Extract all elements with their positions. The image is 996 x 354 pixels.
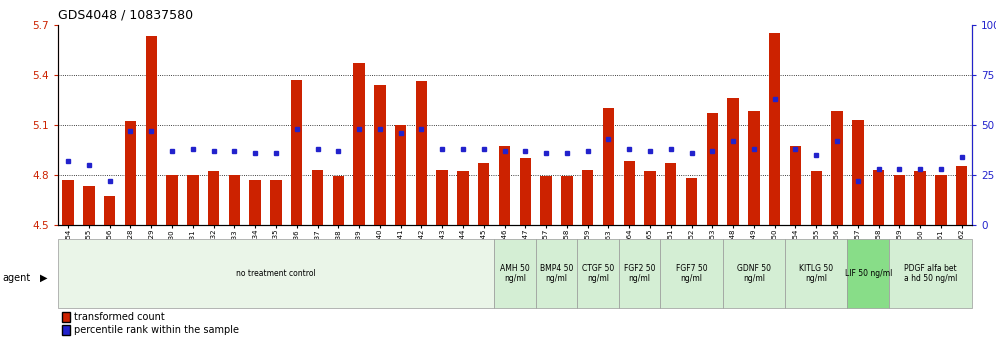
Bar: [478, 163, 489, 225]
Bar: [914, 171, 926, 225]
Text: GDS4048 / 10837580: GDS4048 / 10837580: [58, 9, 193, 22]
Bar: [436, 170, 448, 225]
Bar: [582, 170, 594, 225]
Bar: [603, 108, 615, 225]
Text: BMP4 50
ng/ml: BMP4 50 ng/ml: [540, 264, 573, 283]
Bar: [145, 36, 157, 225]
FancyBboxPatch shape: [660, 239, 723, 308]
Bar: [561, 176, 573, 225]
Text: FGF2 50
ng/ml: FGF2 50 ng/ml: [623, 264, 655, 283]
Bar: [832, 112, 843, 225]
Text: PDGF alfa bet
a hd 50 ng/ml: PDGF alfa bet a hd 50 ng/ml: [903, 264, 957, 283]
FancyBboxPatch shape: [848, 239, 889, 308]
Bar: [520, 158, 531, 225]
Text: transformed count: transformed count: [74, 312, 164, 322]
FancyBboxPatch shape: [785, 239, 848, 308]
Bar: [270, 180, 282, 225]
Bar: [706, 113, 718, 225]
Bar: [249, 180, 261, 225]
Text: GDNF 50
ng/ml: GDNF 50 ng/ml: [737, 264, 771, 283]
Bar: [935, 175, 946, 225]
Bar: [124, 121, 136, 225]
Bar: [644, 171, 655, 225]
Bar: [623, 161, 634, 225]
Text: agent: agent: [2, 273, 30, 283]
FancyBboxPatch shape: [723, 239, 785, 308]
FancyBboxPatch shape: [58, 239, 494, 308]
Bar: [84, 187, 95, 225]
Bar: [811, 171, 822, 225]
Bar: [187, 175, 198, 225]
Bar: [665, 163, 676, 225]
Bar: [790, 147, 801, 225]
Text: KITLG 50
ng/ml: KITLG 50 ng/ml: [799, 264, 834, 283]
Bar: [63, 180, 74, 225]
Bar: [104, 196, 116, 225]
FancyBboxPatch shape: [578, 239, 619, 308]
Text: LIF 50 ng/ml: LIF 50 ng/ml: [845, 269, 891, 278]
Bar: [686, 178, 697, 225]
Bar: [872, 170, 884, 225]
FancyBboxPatch shape: [494, 239, 536, 308]
Bar: [333, 176, 344, 225]
Bar: [166, 175, 177, 225]
Bar: [769, 33, 781, 225]
Bar: [727, 98, 739, 225]
Bar: [893, 175, 905, 225]
Bar: [208, 171, 219, 225]
Bar: [312, 170, 324, 225]
Bar: [229, 175, 240, 225]
Bar: [748, 112, 760, 225]
Bar: [354, 63, 365, 225]
Bar: [499, 147, 510, 225]
Bar: [541, 176, 552, 225]
Text: no treatment control: no treatment control: [236, 269, 316, 278]
FancyBboxPatch shape: [536, 239, 578, 308]
Bar: [956, 166, 967, 225]
Text: CTGF 50
ng/ml: CTGF 50 ng/ml: [582, 264, 615, 283]
Bar: [374, 85, 385, 225]
Bar: [457, 171, 469, 225]
Bar: [291, 80, 303, 225]
FancyBboxPatch shape: [619, 239, 660, 308]
Text: ▶: ▶: [40, 273, 48, 283]
Text: AMH 50
ng/ml: AMH 50 ng/ml: [500, 264, 530, 283]
Text: FGF7 50
ng/ml: FGF7 50 ng/ml: [675, 264, 707, 283]
FancyBboxPatch shape: [889, 239, 972, 308]
Bar: [395, 125, 406, 225]
Bar: [853, 120, 864, 225]
Text: percentile rank within the sample: percentile rank within the sample: [74, 325, 239, 335]
Bar: [415, 81, 427, 225]
